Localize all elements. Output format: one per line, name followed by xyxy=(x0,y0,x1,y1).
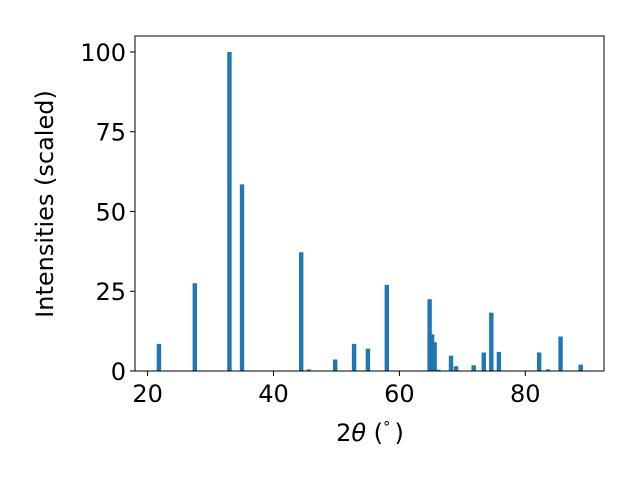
bar xyxy=(298,252,304,371)
bar xyxy=(558,336,563,371)
bar xyxy=(306,369,311,371)
x-tick-label: 60 xyxy=(384,380,415,408)
bar xyxy=(432,342,437,371)
bar xyxy=(365,348,371,371)
bar xyxy=(448,355,454,371)
y-tick-label: 25 xyxy=(95,278,126,306)
bar xyxy=(453,366,459,371)
bar xyxy=(192,283,198,371)
x-tick-label: 40 xyxy=(258,380,289,408)
y-tick-label: 0 xyxy=(111,358,126,386)
x-tick-label: 20 xyxy=(132,380,163,408)
y-tick-label: 50 xyxy=(95,198,126,226)
bar xyxy=(239,184,245,371)
plot-frame xyxy=(134,35,605,372)
bar xyxy=(481,352,486,371)
x-tick-label: 80 xyxy=(510,380,541,408)
bar xyxy=(496,351,502,371)
bar xyxy=(384,284,390,371)
bar xyxy=(429,334,435,371)
bar xyxy=(578,364,583,371)
bar xyxy=(227,51,232,371)
bar xyxy=(536,352,542,371)
bar xyxy=(436,369,441,371)
bar xyxy=(545,369,551,371)
bar xyxy=(471,365,476,371)
y-axis-label: Intensities (scaled) xyxy=(31,90,59,318)
y-tick-label: 75 xyxy=(95,119,126,147)
bar xyxy=(332,359,338,371)
bar xyxy=(156,343,162,371)
y-ticks: 0 25 50 75 100 xyxy=(80,39,135,386)
bars-group xyxy=(156,51,583,371)
bar xyxy=(351,343,357,371)
x-axis-label: 2θ (°) xyxy=(336,418,404,447)
bar xyxy=(427,299,432,371)
bar xyxy=(489,312,494,371)
y-tick-label: 100 xyxy=(80,39,126,67)
x-ticks: 20 40 60 80 xyxy=(132,371,541,408)
